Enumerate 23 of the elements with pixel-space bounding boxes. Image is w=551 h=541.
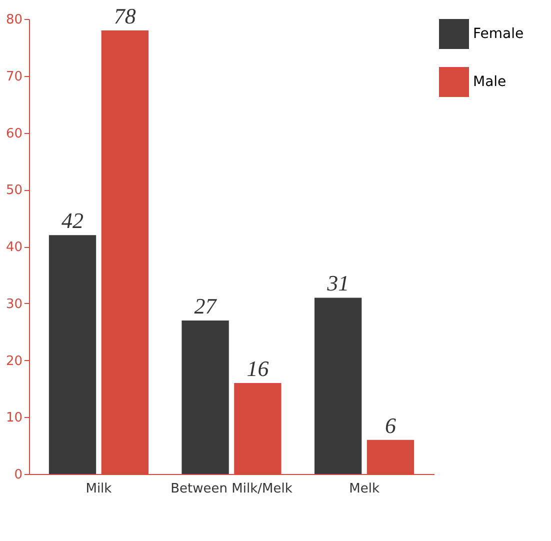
y-tick-label: 30	[6, 296, 22, 312]
legend-label: Male	[473, 74, 506, 90]
legend-label: Female	[473, 26, 524, 42]
y-tick-label: 40	[6, 240, 22, 255]
y-tick-label: 10	[6, 410, 22, 426]
x-tick-label: Melk	[349, 482, 380, 496]
y-tick-label: 70	[6, 69, 22, 84]
x-tick-label: Between Milk/Melk	[170, 482, 293, 496]
data-label: 78	[114, 3, 136, 28]
bar	[182, 320, 229, 474]
bar	[48, 235, 96, 474]
data-label: 6	[384, 412, 396, 438]
x-tick-label: Milk	[86, 482, 112, 496]
data-label: 42	[62, 208, 84, 234]
data-label: 16	[246, 356, 269, 381]
bar	[314, 298, 362, 474]
y-tick-label: 80	[6, 12, 22, 28]
data-label: 27	[194, 293, 218, 318]
data-label: 31	[326, 270, 350, 296]
y-tick-label: 60	[6, 126, 22, 142]
y-tick-label: 0	[14, 468, 22, 482]
y-tick-label: 50	[6, 183, 22, 198]
y-tick-label: 20	[6, 354, 22, 369]
